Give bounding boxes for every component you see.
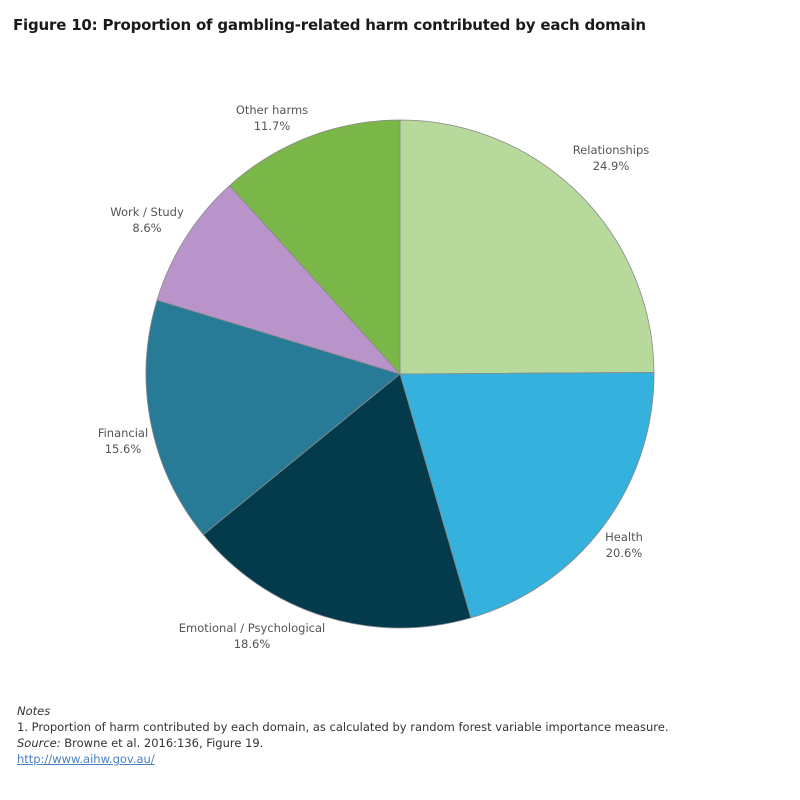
pie-slice-other-harms[interactable]: [229, 119, 401, 376]
slice-label-other-harms: Other harms 11.7%: [236, 102, 308, 134]
slice-value: 11.7%: [253, 119, 291, 133]
slice-name: Work / Study: [110, 205, 184, 219]
chart-title: Figure 10: Proportion of gambling-relate…: [13, 16, 646, 34]
slice-value: 20.6%: [605, 546, 643, 560]
slice-label-work-study: Work / Study 8.6%: [110, 204, 184, 236]
pie-slice-financial[interactable]: [145, 299, 401, 536]
aihw-link[interactable]: http://www.aihw.gov.au/: [17, 752, 155, 766]
notes-heading: Notes: [17, 704, 51, 718]
slice-value: 18.6%: [233, 637, 271, 651]
slice-name: Health: [605, 530, 643, 544]
source-label: Source:: [17, 736, 61, 750]
source-text: Browne et al. 2016:136, Figure 19.: [60, 736, 264, 750]
slice-value: 24.9%: [592, 159, 630, 173]
pie-slice-work-study[interactable]: [156, 185, 402, 375]
notes-section: Notes 1. Proportion of harm contributed …: [17, 703, 669, 767]
slice-value: 8.6%: [132, 221, 162, 235]
pie-slice-health[interactable]: [399, 372, 655, 619]
slice-label-health: Health 20.6%: [605, 529, 643, 561]
source-line: Source: Browne et al. 2016:136, Figure 1…: [17, 735, 669, 751]
slice-value: 15.6%: [104, 442, 142, 456]
slice-name: Financial: [97, 426, 149, 440]
notes-line-1: 1. Proportion of harm contributed by eac…: [17, 720, 669, 734]
slice-label-relationships: Relationships 24.9%: [573, 142, 650, 174]
slice-label-financial: Financial 15.6%: [98, 425, 148, 457]
pie-slice-emotional-psychological[interactable]: [202, 373, 472, 629]
pie-slice-relationships[interactable]: [399, 119, 655, 375]
slice-name: Other harms: [235, 103, 309, 117]
slice-name: Emotional / Psychological: [178, 621, 326, 635]
slice-label-emotional: Emotional / Psychological 18.6%: [179, 620, 325, 652]
slice-name: Relationships: [572, 143, 650, 157]
